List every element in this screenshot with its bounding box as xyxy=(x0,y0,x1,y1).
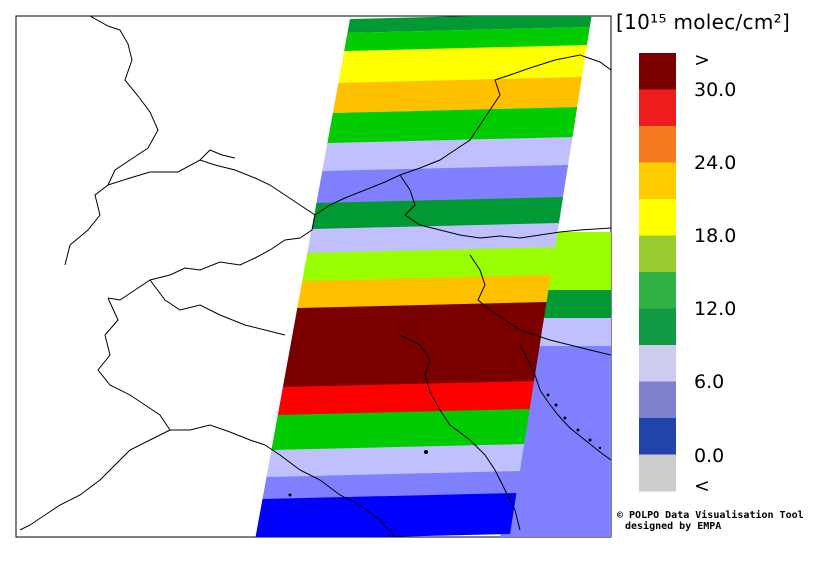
swath-band xyxy=(262,471,520,501)
legend-tick-label: 24.0 xyxy=(694,152,737,174)
credit-line-2: designed by EMPA xyxy=(625,521,722,532)
legend-swatch xyxy=(639,345,676,382)
swath-band xyxy=(544,232,611,290)
country-borders xyxy=(19,16,611,537)
swath-band xyxy=(332,77,582,113)
legend-swatch xyxy=(639,235,676,273)
swath-band xyxy=(315,165,569,207)
swath-band xyxy=(337,45,587,85)
croatian-islands xyxy=(288,393,602,497)
legend-unit-label: [10¹⁵ molec/cm²] xyxy=(616,10,791,34)
legend-tick-label: 18.0 xyxy=(694,225,737,247)
swath-band xyxy=(306,223,559,255)
swath-band xyxy=(271,409,530,451)
swath-band xyxy=(311,197,564,231)
legend-swatch xyxy=(639,53,676,90)
swath-band xyxy=(266,444,525,478)
legend-swatch xyxy=(639,454,676,492)
legend-swatch xyxy=(639,381,676,419)
legend-tick-label: 6.0 xyxy=(694,371,725,393)
legend-swatch xyxy=(639,308,676,346)
swath-band xyxy=(282,302,547,388)
legend-swatch xyxy=(639,89,676,127)
credit-text: © POLPO Data Visualisation Tool designed… xyxy=(617,510,804,532)
swath-band xyxy=(296,275,551,311)
legend-swatch xyxy=(639,418,676,455)
swath-band xyxy=(327,107,578,145)
swath-band xyxy=(255,493,517,537)
swath-band xyxy=(301,247,556,283)
legend-colorbar xyxy=(639,53,676,492)
swath-band xyxy=(347,16,592,33)
legend-tick-label: 12.0 xyxy=(694,298,737,320)
legend-tick-label: 0.0 xyxy=(694,445,725,467)
legend-tick-label: 30.0 xyxy=(694,79,737,101)
legend-tick-label: > xyxy=(694,49,710,71)
swath-band xyxy=(277,381,535,417)
legend-swatch xyxy=(639,162,676,200)
legend-swatch xyxy=(639,126,676,163)
satellite-swath xyxy=(255,16,611,537)
swath-band xyxy=(539,288,611,318)
swath-band xyxy=(534,316,611,346)
legend-swatch xyxy=(639,272,676,309)
legend-swatch xyxy=(639,199,676,236)
legend-tick-label: < xyxy=(694,475,710,497)
credit-line-1: © POLPO Data Visualisation Tool xyxy=(617,510,804,521)
